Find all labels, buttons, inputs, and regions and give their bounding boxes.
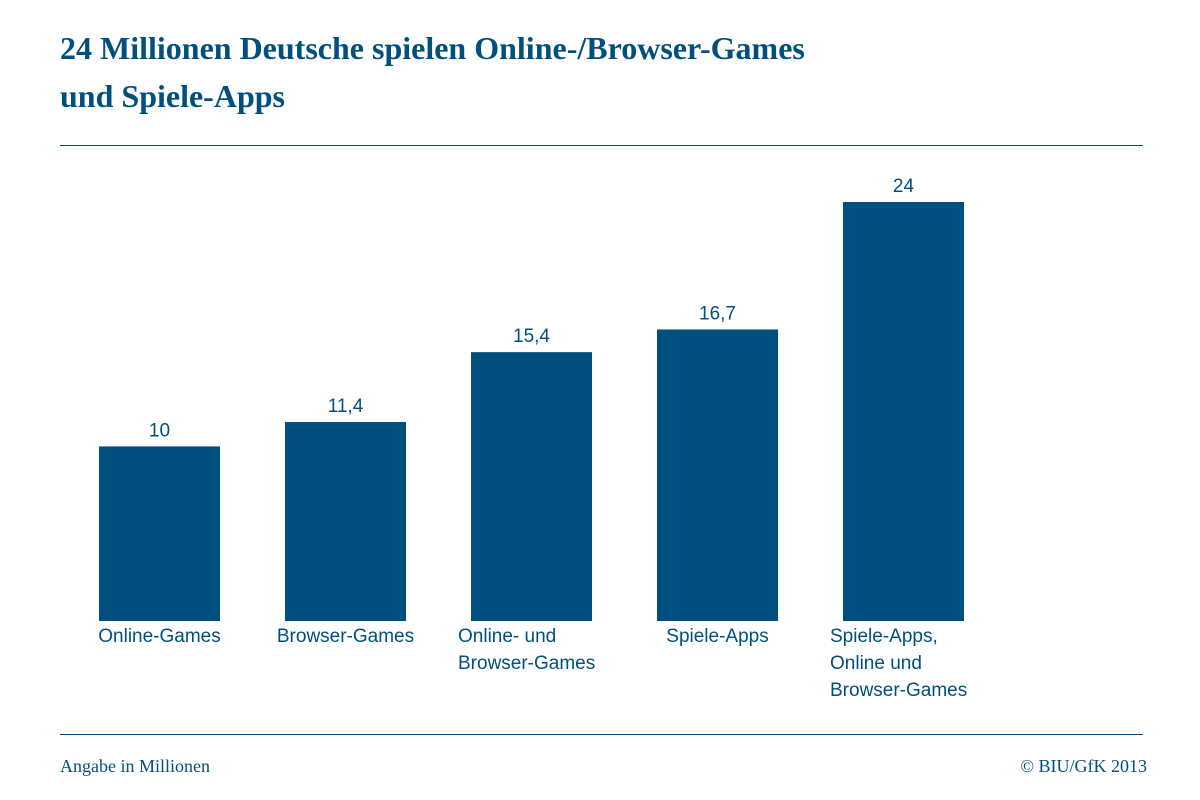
source-credit: © BIU/GfK 2013	[1020, 756, 1147, 776]
category-label-5: Spiele-Apps, Online und Browser-Games	[830, 626, 967, 701]
category-label-5-line-1: Spiele-Apps,	[830, 626, 938, 647]
category-label-2-line-1: Browser-Games	[277, 626, 414, 647]
unit-note: Angabe in Millionen	[60, 756, 210, 776]
category-label-1: Online-Games	[98, 626, 221, 647]
category-label-3: Online- und Browser-Games	[458, 626, 595, 674]
bar-1	[99, 446, 220, 621]
bar-2	[285, 421, 406, 621]
category-label-3-line-1: Online- und	[458, 626, 556, 647]
chart-title-line-1: 24 Millionen Deutsche spielen Online-/Br…	[60, 30, 805, 66]
category-label-5-line-2: Online und	[830, 653, 922, 674]
category-label-5-line-3: Browser-Games	[830, 680, 967, 701]
top-divider	[60, 145, 1143, 146]
chart-title-line-2: und Spiele-Apps	[60, 78, 285, 114]
value-label-3: 15,4	[513, 326, 550, 347]
category-label-4-line-1: Spiele-Apps	[666, 626, 768, 647]
bar-5	[843, 202, 964, 621]
bar-4	[657, 329, 778, 621]
category-label-1-line-1: Online-Games	[98, 626, 221, 647]
chart-title: 24 Millionen Deutsche spielen Online-/Br…	[60, 24, 1140, 120]
category-label-4: Spiele-Apps	[666, 626, 768, 647]
bar-3	[471, 352, 592, 621]
value-label-1: 10	[149, 420, 170, 441]
value-label-5: 24	[893, 176, 915, 197]
value-label-4: 16,7	[699, 303, 736, 324]
category-label-3-line-2: Browser-Games	[458, 653, 595, 674]
value-label-2: 11,4	[328, 396, 364, 417]
bottom-divider	[60, 734, 1143, 735]
category-label-2: Browser-Games	[277, 626, 414, 647]
